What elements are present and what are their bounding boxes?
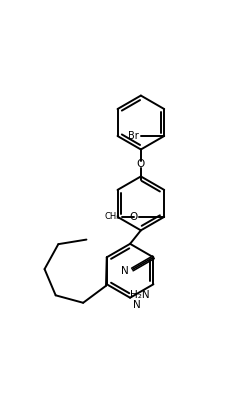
Text: N: N (133, 301, 141, 310)
Text: H₂N: H₂N (130, 289, 149, 300)
Text: O: O (129, 212, 137, 222)
Text: O: O (137, 159, 145, 169)
Text: CH₃: CH₃ (104, 212, 120, 221)
Text: N: N (121, 266, 128, 276)
Text: Br: Br (128, 131, 139, 141)
